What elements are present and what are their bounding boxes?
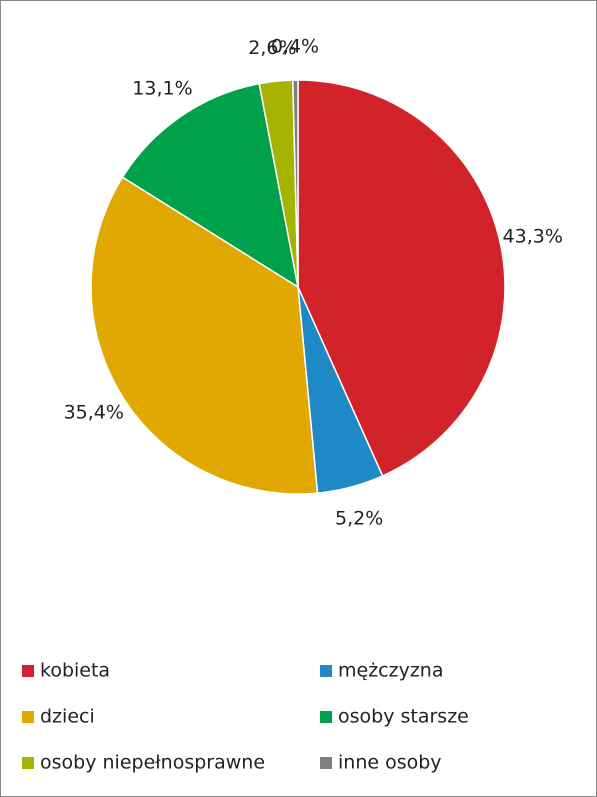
pie-slice [90,176,319,495]
legend-swatch [22,757,34,769]
legend-label: inne osoby [338,752,442,774]
pie-slice [121,82,300,289]
legend-label: osoby niepełnosprawne [40,752,265,774]
data-label: 0,4% [271,36,319,58]
legend-label: osoby starsze [338,706,469,728]
pie-slice [292,79,299,288]
data-label: 2,6% [248,37,296,59]
data-label: 35,4% [64,402,124,424]
legend-label: dzieci [40,706,95,728]
legend-swatch [320,665,332,677]
legend-swatch [320,711,332,723]
legend-label: mężczyzna [338,660,444,682]
pie-slice [297,79,506,477]
legend-label: kobieta [40,660,110,682]
data-label: 5,2% [335,508,383,530]
data-label: 13,1% [132,77,192,99]
legend-swatch [22,711,34,723]
legend-swatch [320,757,332,769]
data-label: 43,3% [503,225,563,247]
legend-swatch [22,665,34,677]
